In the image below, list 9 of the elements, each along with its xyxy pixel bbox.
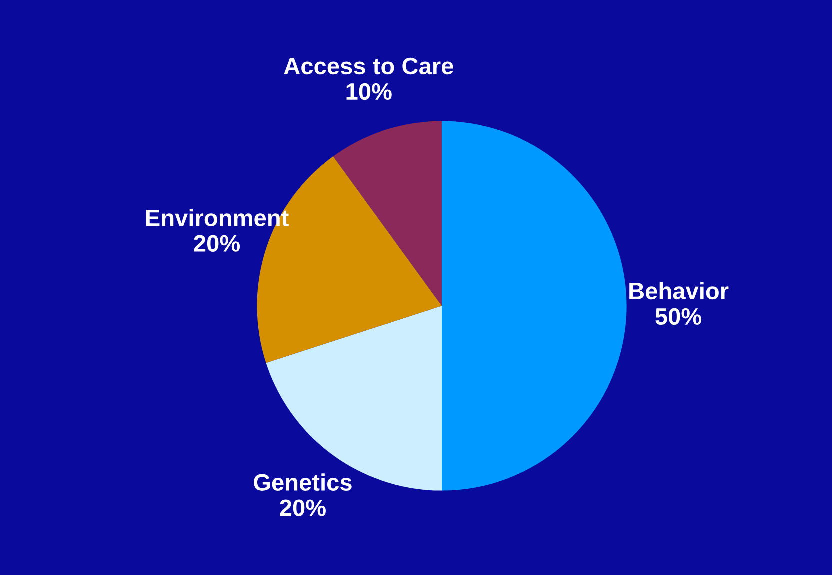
pie-slice [333,121,442,306]
pie-slice [442,121,627,491]
data-label: 20% [194,235,240,252]
data-label: 10% [346,83,392,100]
slice-label: Access to Care [284,58,454,75]
data-label: 20% [280,500,326,516]
slice-label: Behavior [630,282,729,300]
slice-label: Genetics [254,474,352,491]
data-label: 50% [656,308,702,326]
